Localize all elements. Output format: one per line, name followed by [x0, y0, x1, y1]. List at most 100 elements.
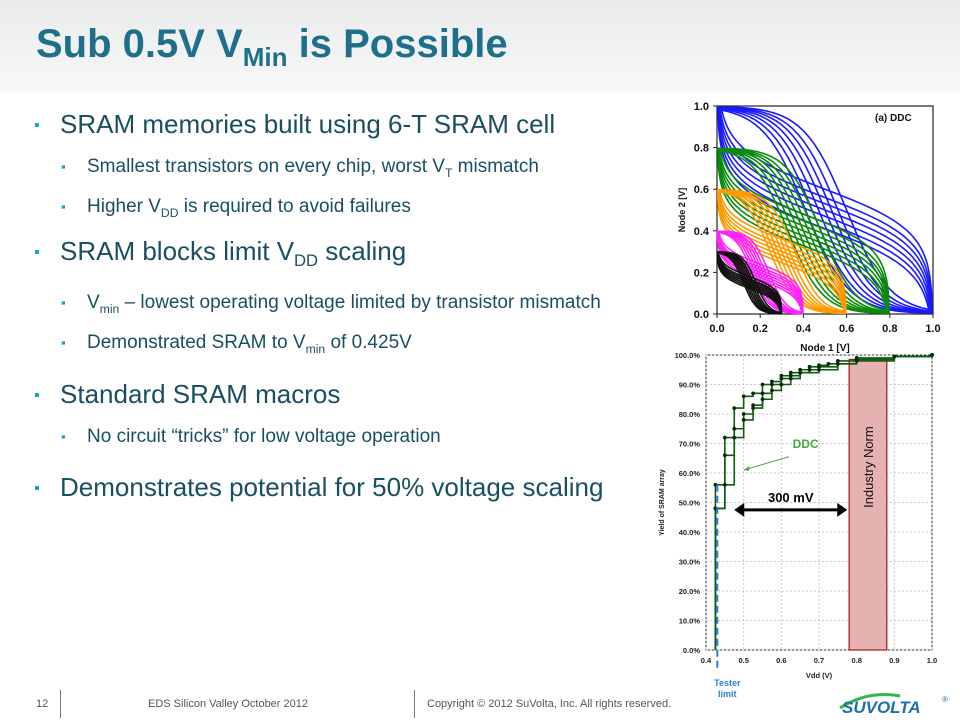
data-point	[732, 406, 737, 410]
y-tick-label: 30.0%	[679, 558, 701, 567]
bullet-marker-icon: ▪	[61, 198, 66, 214]
butterfly-curve	[717, 147, 890, 313]
data-point	[741, 418, 746, 422]
x-tick-label: 0.7	[814, 656, 824, 665]
data-point	[770, 388, 774, 393]
butterfly-curve	[717, 147, 888, 315]
butterfly-curve	[718, 147, 890, 314]
bullet-marker-icon: ▪	[34, 480, 40, 498]
butterfly-curve	[716, 148, 890, 314]
industry-norm-label: Industry Norm	[861, 426, 876, 508]
y-tick-label: 0.0	[694, 309, 709, 321]
yield-series-line	[714, 355, 933, 650]
registered-mark: ®	[942, 695, 948, 704]
butterfly-curve	[717, 189, 846, 315]
logo-text: SUVOLTA	[842, 698, 921, 717]
y-tick-label: 10.0%	[679, 617, 701, 626]
x-tick-label: 1.0	[925, 323, 940, 335]
data-point	[788, 373, 793, 378]
bullet-list: ▪ SRAM memories built using 6-T SRAM cell…	[34, 108, 634, 518]
x-tick-label: 0.8	[851, 656, 861, 665]
bullet-item: ▪ SRAM blocks limit VDD scaling	[34, 235, 407, 270]
sub-bullet-item: ▪ Higher VDD is required to avoid failure…	[61, 195, 411, 220]
data-point	[741, 394, 746, 399]
data-point	[798, 367, 803, 372]
butterfly-curve	[716, 148, 890, 314]
data-point	[722, 453, 727, 458]
data-point	[835, 359, 840, 363]
data-point	[779, 382, 784, 387]
ddc-pointer-arrowhead	[743, 466, 750, 472]
y-tick-label: 0.8	[694, 143, 709, 155]
x-tick-label: 0.0	[709, 323, 724, 335]
butterfly-curve	[719, 147, 890, 314]
butterfly-curve	[718, 189, 847, 314]
footer-divider	[414, 690, 415, 718]
data-point	[751, 403, 755, 408]
title-band	[0, 0, 960, 92]
yield-chart: 0.0% 10.0% 20.0% 30.0% 40.0% 50.0% 60.0% 70.0% 8…	[659, 351, 937, 699]
y-tick-label: 100.0%	[675, 351, 701, 360]
x-tick-label: 0.2	[753, 323, 768, 335]
butterfly-curve	[716, 149, 890, 314]
butterfly-series	[716, 189, 847, 315]
bullet-marker-icon: ▪	[34, 243, 40, 261]
page-number: 12	[36, 698, 49, 710]
data-point	[751, 391, 755, 396]
x-tick-label: 0.8	[882, 323, 897, 335]
butterfly-curve	[717, 147, 890, 312]
data-point	[788, 370, 793, 375]
300mv-label: 300 mV	[768, 490, 814, 505]
sub-bullet-item: ▪ Smallest transistors on every chip, wor…	[61, 156, 539, 180]
data-point	[807, 367, 812, 372]
x-axis-label: Vdd (V)	[806, 671, 833, 680]
butterfly-curve	[716, 230, 803, 315]
bullet-marker-icon: ▪	[61, 334, 66, 350]
butterfly-curve	[717, 147, 889, 315]
bullet-item: ▪ Demonstrates potential for 50% voltage …	[34, 471, 634, 504]
sub-bullet-item: ▪ Demonstrated SRAM to Vmin of 0.425V	[61, 331, 412, 356]
data-point	[722, 435, 727, 440]
y-tick-label: 60.0%	[679, 469, 701, 478]
y-tick-label: 0.2	[694, 267, 709, 279]
butterfly-curve	[718, 105, 933, 314]
x-tick-label: 0.5	[738, 656, 748, 665]
butterfly-curve	[716, 251, 782, 315]
300mv-arrowhead-right	[837, 502, 848, 517]
data-point	[722, 482, 727, 487]
butterfly-curve	[716, 107, 933, 314]
copyright: Copyright © 2012 SuVolta, Inc. All right…	[427, 698, 672, 710]
butterfly-curve	[716, 251, 782, 315]
suvolta-logo: SUVOLTA ®	[839, 693, 948, 717]
y-tick-label: 0.0%	[683, 646, 700, 655]
bullet-item: ▪ Standard SRAM macros	[34, 378, 634, 411]
x-tick-label: 0.4	[701, 656, 712, 665]
data-point	[751, 406, 755, 410]
x-axis-label: Node 1 [V]	[800, 343, 849, 354]
butterfly-series	[716, 251, 783, 315]
butterfly-curve	[717, 189, 847, 315]
data-point	[760, 391, 765, 396]
butterfly-curve	[717, 189, 847, 315]
data-point	[892, 354, 897, 359]
data-point	[826, 361, 831, 366]
butterfly-curve	[717, 105, 933, 315]
y-tick-label: 20.0%	[679, 587, 701, 596]
300mv-arrowhead-left	[734, 502, 745, 517]
ddc-pointer-line	[743, 456, 790, 471]
y-tick-label: 90.0%	[679, 381, 701, 390]
y-tick-label: 0.4	[694, 226, 710, 238]
x-tick-label: 1.0	[927, 656, 937, 665]
y-tick-label: 40.0%	[679, 528, 701, 537]
butterfly-curve-chart: 0.0 0.2 0.4 0.6 0.8 1.0 0.0 0.2 0.4 0.6 0.8 1.0 Node…	[677, 101, 941, 354]
data-point	[930, 353, 934, 357]
data-point	[760, 382, 765, 387]
slide-title: Sub 0.5V VMin is Possible	[36, 22, 508, 72]
butterfly-curve	[720, 105, 933, 314]
butterfly-series	[716, 147, 890, 315]
butterfly-curve	[717, 147, 890, 314]
data-point	[854, 359, 859, 363]
butterfly-curve	[717, 189, 847, 314]
butterfly-curve	[717, 189, 847, 314]
butterfly-curve	[717, 147, 890, 314]
